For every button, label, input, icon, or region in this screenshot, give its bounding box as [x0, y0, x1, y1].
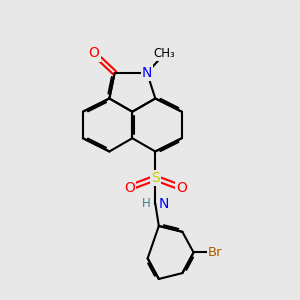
- Text: H: H: [142, 197, 151, 210]
- Text: N: N: [159, 196, 169, 211]
- Text: CH₃: CH₃: [154, 47, 176, 60]
- Text: Br: Br: [208, 246, 223, 259]
- Text: O: O: [124, 181, 135, 195]
- Text: O: O: [176, 181, 187, 195]
- Text: N: N: [142, 66, 152, 80]
- Text: O: O: [88, 46, 100, 60]
- Text: S: S: [151, 171, 160, 185]
